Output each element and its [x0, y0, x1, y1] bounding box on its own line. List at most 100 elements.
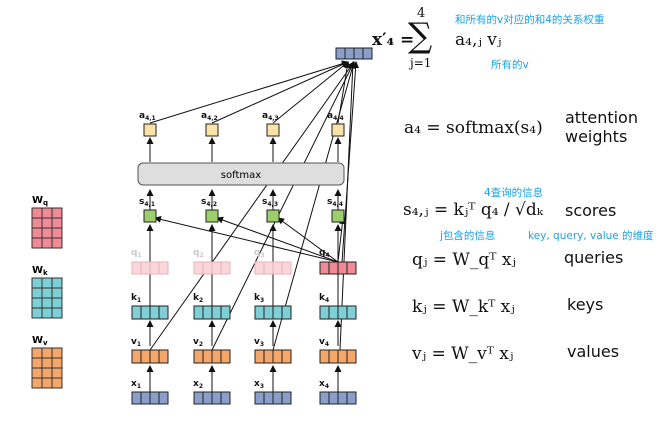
score-node-s4	[331, 209, 345, 223]
arrow-q4-to-output	[341, 61, 360, 263]
weight-matrix-q-cell	[31, 237, 43, 249]
arrow-v-to-output-1	[149, 61, 355, 351]
matrix-label-q: Wq	[32, 195, 48, 207]
query-vector-q2-cell	[193, 261, 204, 275]
attention-node-a4	[331, 123, 345, 137]
input-vector-x4	[319, 391, 357, 405]
arrow-q4-to-s-3	[277, 217, 339, 263]
weight-matrix-q-cell	[51, 227, 63, 239]
query-vector-q1	[131, 261, 169, 275]
input-vector-x3	[254, 391, 292, 405]
v-annotation: 所有的v	[491, 59, 529, 71]
attention-node-a1	[143, 123, 157, 137]
input-vector-x3-cell	[272, 391, 283, 405]
key-vector-k4-cell	[328, 305, 339, 320]
input-vector-x3-cell	[254, 391, 265, 405]
key-vector-k2-cell	[202, 305, 213, 320]
values-label: values	[567, 342, 620, 361]
input-vector-x1-cell	[140, 391, 151, 405]
weight-matrix-q-cell	[41, 227, 53, 239]
attention-weights-label: attention weights	[565, 108, 638, 146]
value-vector-v3-cell	[263, 349, 274, 364]
key-vector-k2-cell	[211, 305, 222, 320]
dims-annotation: key, query, value 的维度	[528, 230, 654, 242]
arrow-v-to-output-4	[339, 61, 357, 351]
value-vector-v3-cell	[281, 349, 292, 364]
key-vector-k1-cell	[131, 305, 142, 320]
weight-matrix-v-cell	[41, 377, 53, 389]
query-label-4: q4	[319, 248, 330, 259]
weight-matrix-q-cell	[31, 217, 43, 229]
weight-matrix-k-cell	[41, 287, 53, 299]
key-vector-k3	[254, 305, 292, 320]
key-vector-k4-cell	[337, 305, 348, 320]
query-vector-q1-cell	[131, 261, 142, 275]
score-node-s3	[266, 209, 280, 223]
value-vector-v2-cell	[211, 349, 222, 364]
value-equation: vⱼ = W_vᵀ xⱼ	[412, 344, 514, 364]
query-vector-q3-cell	[272, 261, 283, 275]
key-label-2: k2	[193, 293, 203, 304]
query-vector-q2-cell	[220, 261, 231, 275]
input-vector-x1	[131, 391, 169, 405]
weight-matrix-k-cell	[41, 307, 53, 319]
arrow-a-to-output-3	[272, 61, 349, 124]
input-vector-x4-cell	[328, 391, 339, 405]
score-node-s1	[143, 209, 157, 223]
weight-matrix-k-cell	[51, 307, 63, 319]
weight-matrix-q-cell	[51, 237, 63, 249]
attention-node-a3	[266, 123, 280, 137]
attention-label-1: a4,1	[139, 111, 156, 122]
scores-label: scores	[565, 201, 617, 220]
output-equation-lhs: x′₄ =	[372, 30, 415, 50]
key-vector-k4-cell	[319, 305, 330, 320]
weight-matrix-q-cell	[31, 207, 43, 219]
weight-matrix-k-cell	[31, 287, 43, 299]
query-vector-q1-cell	[140, 261, 151, 275]
query-vector-q4-cell	[337, 261, 348, 275]
weight-matrix-q-cell	[51, 217, 63, 229]
key-vector-k3-cell	[254, 305, 265, 320]
score-label-1: s4,1	[139, 197, 155, 208]
key-label-3: k3	[254, 293, 264, 304]
value-vector-v3-cell	[254, 349, 265, 364]
weight-matrix-v-cell	[31, 347, 43, 359]
value-vector-v1	[131, 349, 169, 364]
softmax-label: softmax	[221, 170, 261, 181]
query-vector-q2-cell	[211, 261, 222, 275]
keys-label: keys	[567, 295, 604, 314]
sum-annotation: 和所有的v对应的和4的关系权重	[455, 14, 605, 26]
output-vector-x4-prime-cell	[362, 47, 373, 60]
key-vector-k3-cell	[272, 305, 283, 320]
arrow-v-to-output-2	[211, 61, 355, 351]
arrow-q4-to-s-4	[337, 217, 346, 263]
value-vector-v4-cell	[319, 349, 330, 364]
key-vector-k1-cell	[149, 305, 160, 320]
weight-matrix-v-cell	[31, 357, 43, 369]
arrow-q4-to-s-1	[154, 215, 339, 263]
input-vector-x4-cell	[346, 391, 357, 405]
key-vector-k3-cell	[263, 305, 274, 320]
output-vector-x4-prime-cell	[344, 47, 355, 60]
input-label-4: x4	[319, 379, 329, 390]
kj-annotation: j包含的信息	[440, 230, 496, 242]
input-vector-x1-cell	[149, 391, 160, 405]
weight-matrix-k-cell	[31, 307, 43, 319]
query-label-3: q3	[254, 248, 265, 259]
weight-matrix-k-cell	[51, 297, 63, 309]
input-label-1: x1	[131, 379, 141, 390]
attention-label-3: a4,3	[262, 111, 279, 122]
weight-matrix-q-cell	[51, 207, 63, 219]
input-vector-x2	[193, 391, 231, 405]
attention-label-2: a4,2	[201, 111, 218, 122]
diagram-labels: Wq Wk Wv softmax a4,1 s4,1 q1 k1 v1 x1 a4,2 s4,2 q2 k…	[32, 111, 344, 390]
weight-matrix-q-cell	[41, 237, 53, 249]
query-vector-q3-cell	[263, 261, 274, 275]
input-vector-x2-cell	[193, 391, 204, 405]
output-vector-x4-prime-cell	[335, 47, 346, 60]
weight-matrix-v-cell	[51, 377, 63, 389]
input-vector-x2-cell	[202, 391, 213, 405]
matrix-label-k: Wk	[32, 265, 48, 277]
value-vector-v1-cell	[149, 349, 160, 364]
key-vector-k1-cell	[140, 305, 151, 320]
